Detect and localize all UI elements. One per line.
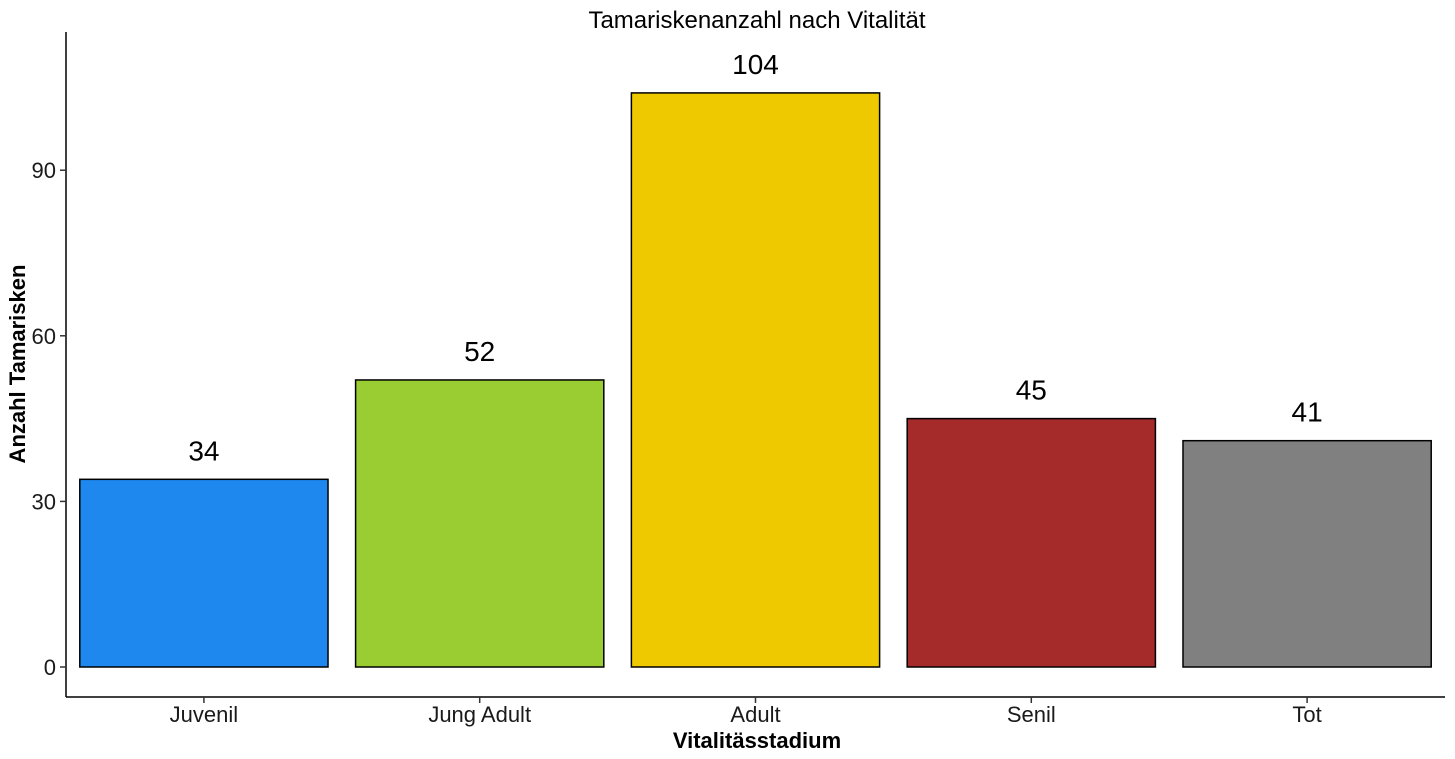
y-tick-label: 30 bbox=[32, 489, 56, 514]
bar-jung-adult bbox=[354, 379, 605, 668]
bar-tot bbox=[1182, 439, 1432, 668]
chart-title: Tamariskenanzahl nach Vitalität bbox=[588, 7, 925, 34]
data-label: 41 bbox=[1292, 397, 1323, 428]
x-tick-label: Tot bbox=[1292, 702, 1321, 727]
data-label: 104 bbox=[732, 49, 779, 80]
plot-area: 0 30 60 90 34 Juvenil 52 Jung Adult 104 Adult 45 Se… bbox=[32, 32, 1445, 727]
bar-juvenil bbox=[79, 478, 329, 668]
data-label: 34 bbox=[188, 435, 219, 466]
data-label: 45 bbox=[1016, 375, 1047, 406]
bar-senil bbox=[906, 417, 1157, 668]
data-label: 52 bbox=[464, 336, 495, 367]
x-tick-label: Adult bbox=[730, 702, 780, 727]
y-tick-label: 0 bbox=[44, 655, 56, 680]
x-tick-label: Senil bbox=[1007, 702, 1056, 727]
y-tick-label: 90 bbox=[32, 158, 56, 183]
x-tick-label: Jung Adult bbox=[428, 702, 531, 727]
x-tick-label: Juvenil bbox=[170, 702, 238, 727]
bar-adult bbox=[630, 92, 881, 668]
y-tick-label: 60 bbox=[32, 324, 56, 349]
y-axis-label: Anzahl Tamarisken bbox=[5, 265, 30, 464]
x-axis-label: Vitalitässtadium bbox=[673, 728, 841, 753]
